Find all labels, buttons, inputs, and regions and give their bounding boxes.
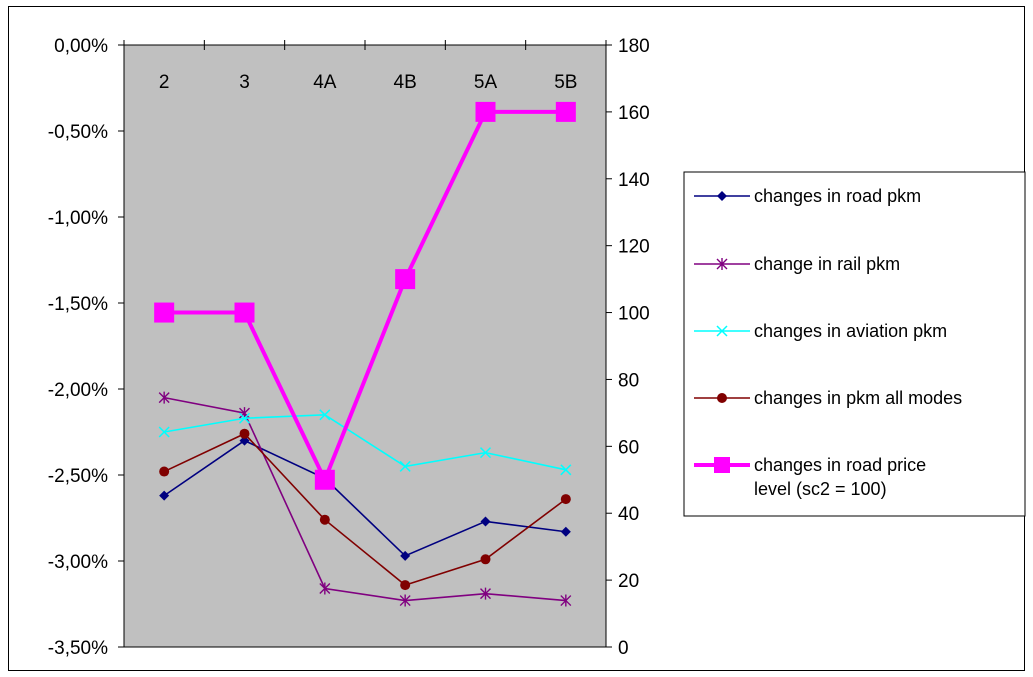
left-axis-tick-label: 0,00% <box>54 36 108 57</box>
series-line <box>164 109 566 485</box>
series-changes-in-pkm-all-modes <box>159 428 571 591</box>
category-label: 5A <box>474 72 498 93</box>
right-axis-tick-label: 80 <box>618 370 639 391</box>
legend-marker <box>716 258 728 270</box>
data-point <box>480 516 491 527</box>
right-axis-tick-label: 0 <box>618 638 629 659</box>
data-point <box>560 526 571 537</box>
legend-label: changes in aviation pkm <box>754 321 947 341</box>
data-point <box>400 580 411 591</box>
data-point <box>154 302 175 323</box>
category-label: 2 <box>159 72 170 93</box>
right-axis-tick-label: 180 <box>618 36 650 57</box>
data-point <box>560 464 572 476</box>
data-point <box>314 469 335 490</box>
data-point <box>234 302 255 323</box>
data-point <box>395 269 416 290</box>
legend-label: changes in road pkm <box>754 186 921 206</box>
left-axis-tick-label: -3,00% <box>48 552 108 573</box>
right-axis-tick-label: 100 <box>618 304 650 325</box>
legend-marker <box>717 191 727 201</box>
legend-marker <box>717 393 727 403</box>
legend-label: changes in pkm all modes <box>754 388 962 408</box>
legend-label: change in rail pkm <box>754 254 900 274</box>
data-point <box>158 391 170 404</box>
category-label: 4A <box>313 72 337 93</box>
data-point <box>159 490 170 501</box>
left-axis: 0,00% -0,50% -1,00% -1,50% -2,00% -2,50% -3,00… <box>48 36 124 659</box>
left-axis-tick-label: -0,50% <box>48 122 108 143</box>
data-point <box>479 447 492 459</box>
legend-marker <box>714 457 730 473</box>
series-line <box>163 439 566 557</box>
series-layer <box>154 101 576 607</box>
data-point <box>319 409 331 421</box>
data-point <box>560 494 571 505</box>
data-point <box>239 428 250 439</box>
category-label: 4B <box>394 72 417 93</box>
left-axis-tick-label: -1,00% <box>48 208 108 229</box>
data-point <box>239 407 250 420</box>
category-labels: 2 3 4A 4B 5A 5B <box>123 40 607 93</box>
left-axis-tick-label: -2,00% <box>48 380 108 401</box>
data-point <box>238 412 251 424</box>
right-axis-tick-label: 120 <box>618 237 650 258</box>
legend-marker <box>716 325 728 337</box>
category-label: 3 <box>239 72 250 93</box>
legend-label: level (sc2 = 100) <box>754 479 887 499</box>
data-point <box>400 550 411 561</box>
right-axis: 180 160 140 120 100 80 60 40 20 0 <box>606 36 650 659</box>
data-point <box>475 101 496 122</box>
right-axis-tick-label: 20 <box>618 571 639 592</box>
data-point <box>319 582 331 595</box>
right-axis-tick-label: 160 <box>618 103 650 124</box>
data-point <box>399 594 411 607</box>
category-label: 5B <box>554 72 577 93</box>
data-point <box>319 514 330 525</box>
series-line <box>164 396 566 602</box>
data-point <box>555 101 576 122</box>
data-point <box>159 466 170 477</box>
legend: changes in road pkm change in rail pkm cha… <box>683 171 1026 517</box>
data-point <box>239 435 250 446</box>
legend-label: changes in road price <box>754 455 926 475</box>
right-axis-tick-label: 60 <box>618 437 639 458</box>
left-axis-tick-label: -1,50% <box>48 294 108 315</box>
data-point <box>480 587 491 600</box>
data-point <box>158 426 170 438</box>
left-axis-tick-label: -2,50% <box>48 466 108 487</box>
right-axis-tick-label: 140 <box>618 170 650 191</box>
series-line <box>163 432 567 586</box>
series-line <box>164 413 567 471</box>
data-point <box>399 460 411 472</box>
right-axis-tick-label: 40 <box>618 504 639 525</box>
legend-box <box>683 171 1026 517</box>
series-changes-in-aviation-pkm <box>158 409 572 476</box>
plot-area <box>123 44 607 648</box>
data-point <box>560 594 572 607</box>
left-axis-tick-label: -3,50% <box>48 638 108 659</box>
series-change-in-rail-pkm <box>158 391 572 607</box>
series-changes-in-road-price-level-sc2-100- <box>154 101 576 490</box>
data-point <box>480 554 491 565</box>
